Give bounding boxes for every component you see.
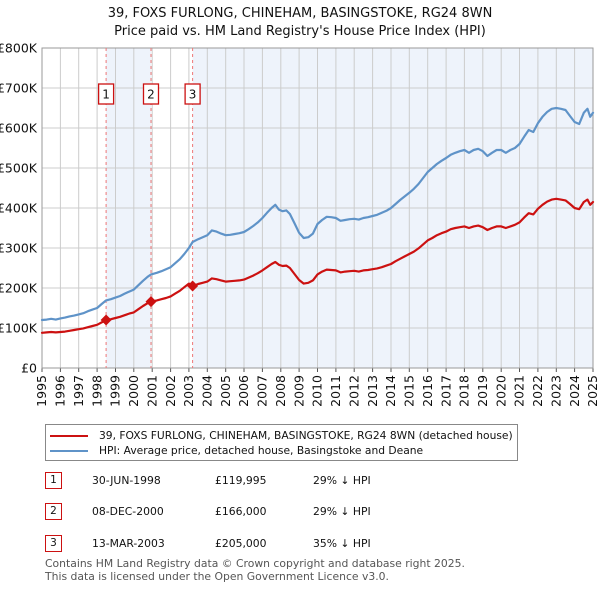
y-tick-label: £500K	[0, 161, 38, 176]
hpi-line	[40, 106, 595, 322]
sale-number-label: 3	[189, 88, 197, 102]
x-tick-label: 2012	[346, 375, 361, 407]
chart-subtitle: Price paid vs. HM Land Registry's House …	[114, 24, 486, 39]
sale-number-label: 2	[147, 88, 155, 102]
x-tick-label: 1997	[71, 375, 86, 407]
x-tick-label: 2016	[420, 375, 435, 407]
x-tick-label: 2013	[365, 375, 380, 407]
x-tick-label: 2009	[291, 375, 306, 407]
x-tick-label: 2023	[549, 375, 564, 407]
sale-1-date: 30-JUN-1998	[92, 474, 161, 487]
x-tick-label: 2024	[567, 375, 582, 407]
x-tick-label: 2015	[402, 375, 417, 407]
y-tick-label: £0	[21, 361, 37, 376]
legend-row-hpi: HPI: Average price, detached house, Basi…	[46, 443, 517, 458]
x-tick-label: 2019	[475, 375, 490, 407]
sale-2-vs-hpi: 29% ↓ HPI	[313, 505, 371, 518]
legend-row-price-paid: 39, FOXS FURLONG, CHINEHAM, BASINGSTOKE,…	[46, 428, 517, 443]
x-tick-label: 2002	[163, 375, 178, 407]
attribution-line-1: Contains HM Land Registry data © Crown c…	[45, 557, 465, 570]
sale-number-box	[97, 83, 115, 105]
x-tick-label: 2004	[200, 375, 215, 407]
sale-marker	[100, 314, 112, 326]
sale-row-2: 2 08-DEC-2000 £166,000 29% ↓ HPI	[45, 503, 565, 521]
x-tick-label: 2005	[218, 375, 233, 407]
x-tick-label: 1998	[89, 375, 104, 407]
y-tick-label: £400K	[0, 201, 38, 216]
sale-3-number-box: 3	[45, 535, 62, 552]
x-tick-label: 2010	[310, 375, 325, 407]
sale-1-price: £119,995	[215, 474, 267, 487]
price-history-chart: £0 £100K £200K £300K £400K £500K £600K £700K £80…	[0, 41, 600, 407]
price-paid-line-swatch	[50, 434, 88, 437]
legend: 39, FOXS FURLONG, CHINEHAM, BASINGSTOKE,…	[45, 424, 518, 461]
x-tick-label: 2003	[181, 375, 196, 407]
sale-3-price: £205,000	[215, 537, 267, 550]
attribution-text: Contains HM Land Registry data © Crown c…	[45, 557, 465, 583]
y-tick-label: £100K	[0, 321, 38, 336]
sale-marker	[187, 280, 199, 292]
sale-3-date: 13-MAR-2003	[92, 537, 165, 550]
y-tick-label: £800K	[0, 41, 38, 56]
x-tick-label: 1996	[53, 375, 68, 407]
y-tick-label: £200K	[0, 281, 38, 296]
x-tick-label: 2011	[328, 375, 343, 407]
legend-label-price-paid: 39, FOXS FURLONG, CHINEHAM, BASINGSTOKE,…	[99, 429, 513, 442]
sale-2-date: 08-DEC-2000	[92, 505, 164, 518]
sale-2-number-box: 2	[45, 503, 62, 520]
y-tick-label: £300K	[0, 241, 38, 256]
x-tick-label: 2008	[273, 375, 288, 407]
x-tick-label: 2006	[236, 375, 251, 407]
x-tick-label: 2001	[144, 375, 159, 407]
x-tick-label: 2022	[530, 375, 545, 407]
sale-2-price: £166,000	[215, 505, 267, 518]
x-tick-label: 2025	[585, 375, 600, 407]
sale-row-1: 1 30-JUN-1998 £119,995 29% ↓ HPI	[45, 472, 565, 490]
sale-marker	[145, 296, 157, 308]
x-tick-label: 1995	[34, 375, 49, 407]
x-tick-label: 2017	[438, 375, 453, 407]
x-tick-label: 1999	[108, 375, 123, 407]
x-tick-label: 2007	[255, 375, 270, 407]
x-tick-label: 2020	[493, 375, 508, 407]
sale-number-label: 1	[102, 88, 110, 102]
price-paid-line	[40, 197, 595, 334]
y-tick-label: £700K	[0, 81, 38, 96]
sale-number-box	[142, 83, 160, 105]
sale-1-number-box: 1	[45, 472, 62, 489]
legend-label-hpi: HPI: Average price, detached house, Basi…	[99, 444, 424, 457]
sale-row-3: 3 13-MAR-2003 £205,000 35% ↓ HPI	[45, 535, 565, 553]
hpi-line-swatch	[50, 449, 88, 452]
x-tick-label: 2021	[512, 375, 527, 407]
plot-border	[41, 47, 594, 369]
chart-title: 39, FOXS FURLONG, CHINEHAM, BASINGSTOKE,…	[107, 6, 493, 21]
x-tick-label: 2018	[457, 375, 472, 407]
sale-number-box	[184, 83, 201, 105]
sale-1-vs-hpi: 29% ↓ HPI	[313, 474, 371, 487]
y-tick-label: £600K	[0, 121, 38, 136]
x-tick-label: 2014	[383, 375, 398, 407]
x-tick-label: 2000	[126, 375, 141, 407]
attribution-line-2: This data is licensed under the Open Gov…	[45, 569, 389, 583]
sale-3-vs-hpi: 35% ↓ HPI	[313, 537, 371, 550]
